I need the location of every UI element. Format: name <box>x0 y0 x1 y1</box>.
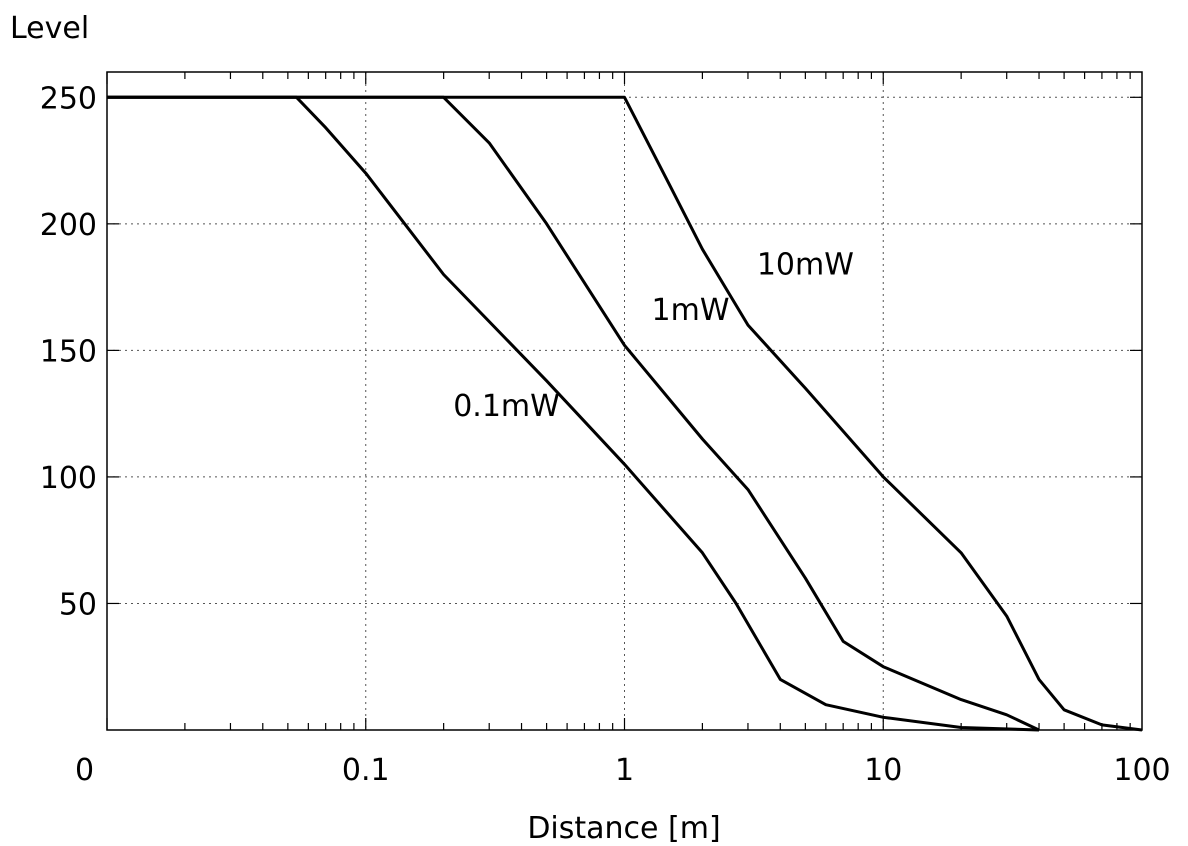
x-axis-label: Distance [m] <box>527 811 720 846</box>
x-tick-label: 1 <box>615 753 634 788</box>
x-tick-label: 10 <box>864 753 902 788</box>
y-tick-label: 200 <box>40 208 97 243</box>
y-tick-label: 100 <box>40 461 97 496</box>
y-axis-label: Level <box>10 11 89 46</box>
x-tick-label: 0 <box>75 753 94 788</box>
series-line-10mW <box>107 95 1143 732</box>
series-label: 10mW <box>757 247 854 282</box>
series-annotations: 0.1mW 1mW 10mW <box>453 247 854 424</box>
grid-lines <box>107 72 1142 730</box>
series-label: 0.1mW <box>453 389 560 424</box>
series-line-1mW <box>107 95 1040 732</box>
y-tick-label: 150 <box>40 334 97 369</box>
series-layer <box>107 95 1143 732</box>
tick-labels: 0 0.1 1 10 100 50 100 150 200 250 <box>40 81 1171 788</box>
series-label: 1mW <box>652 293 730 328</box>
y-tick-label: 250 <box>40 81 97 116</box>
y-tick-label: 50 <box>59 587 97 622</box>
plot-frame <box>106 71 1143 731</box>
x-tick-label: 100 <box>1113 753 1170 788</box>
series-line-0.1mW <box>107 95 1040 732</box>
x-tick-label: 0.1 <box>342 753 390 788</box>
